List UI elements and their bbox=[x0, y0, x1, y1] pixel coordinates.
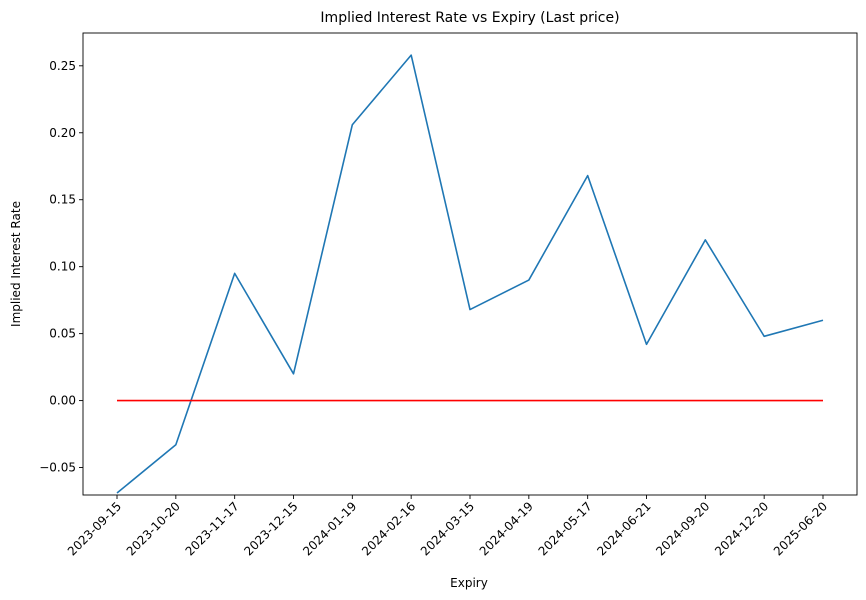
x-tick-label: 2024-02-16 bbox=[359, 499, 418, 558]
y-tick-label: 0.25 bbox=[49, 59, 76, 73]
plot-area-frame bbox=[82, 32, 858, 496]
x-axis: 2023-09-15 2023-10-20 2023-11-17 2023-12-15… bbox=[65, 495, 830, 558]
x-axis-title: Expiry bbox=[450, 576, 488, 590]
x-tick-label: 2024-03-15 bbox=[418, 499, 477, 558]
x-tick-label: 2023-09-15 bbox=[65, 499, 124, 558]
y-tick-label: 0.10 bbox=[49, 260, 76, 274]
x-tick-label: 2024-04-19 bbox=[477, 499, 536, 558]
x-tick-label: 2025-06-20 bbox=[771, 499, 830, 558]
x-tick-label: 2023-12-15 bbox=[241, 499, 300, 558]
x-tick-label: 2024-01-19 bbox=[300, 499, 359, 558]
y-tick-label: 0.20 bbox=[49, 126, 76, 140]
y-axis: −0.05 0.00 0.05 0.10 0.15 0.20 0.25 bbox=[39, 59, 83, 475]
x-tick-label: 2024-05-17 bbox=[536, 499, 595, 558]
x-tick-label: 2023-10-20 bbox=[124, 499, 183, 558]
x-tick-label: 2024-09-20 bbox=[653, 499, 712, 558]
chart-title: Implied Interest Rate vs Expiry (Last pr… bbox=[320, 10, 619, 26]
series-line-0 bbox=[116, 54, 824, 494]
x-tick-label: 2024-06-21 bbox=[594, 499, 653, 558]
y-axis-title: Implied Interest Rate bbox=[9, 201, 23, 327]
y-tick-label: −0.05 bbox=[39, 461, 76, 475]
y-tick-label: 0.05 bbox=[49, 327, 76, 341]
x-tick-label: 2024-12-20 bbox=[712, 499, 771, 558]
y-tick-label: 0.00 bbox=[49, 394, 76, 408]
y-tick-label: 0.15 bbox=[49, 193, 76, 207]
x-tick-label: 2023-11-17 bbox=[183, 499, 242, 558]
